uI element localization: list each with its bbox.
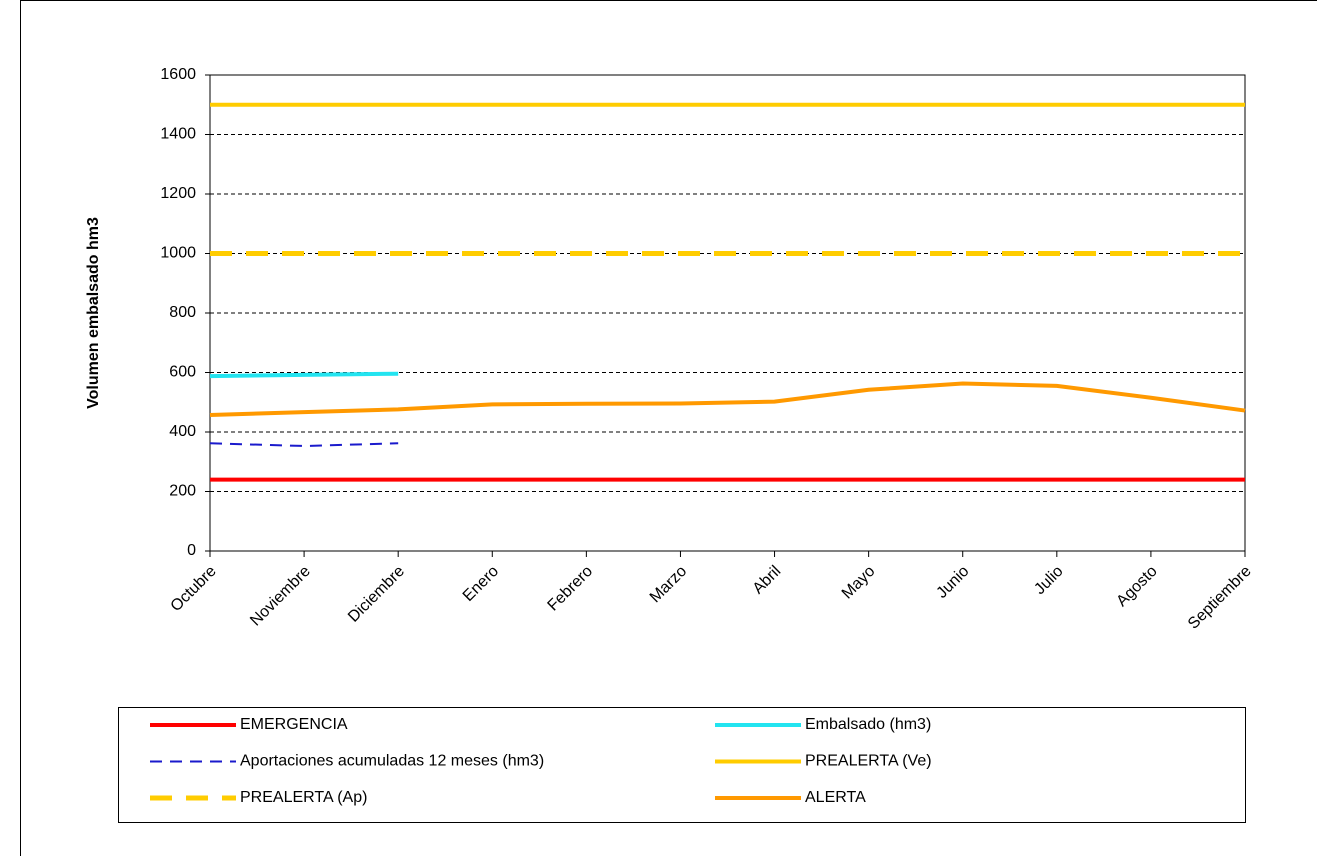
y-tick-label: 1200 xyxy=(160,185,196,202)
x-tick-label: Octubre xyxy=(168,563,220,615)
y-tick-label: 400 xyxy=(169,423,196,440)
x-tick-label: Noviembre xyxy=(247,563,314,630)
legend-label: PREALERTA (Ap) xyxy=(240,789,367,806)
x-tick-label: Marzo xyxy=(647,563,691,607)
x-tick-label: Agosto xyxy=(1113,563,1160,610)
series-line xyxy=(209,442,399,447)
legend-label: Embalsado (hm3) xyxy=(805,716,931,733)
legend-box xyxy=(118,707,1246,823)
series-line xyxy=(209,371,399,379)
x-tick-label: Febrero xyxy=(545,563,597,615)
y-tick-label: 200 xyxy=(169,483,196,500)
x-tick-label: Septiembre xyxy=(1185,563,1255,633)
y-tick-label: 600 xyxy=(169,364,196,381)
x-tick-label: Julio xyxy=(1031,563,1066,598)
x-tick-label: Enero xyxy=(460,563,502,605)
legend-label: Aportaciones acumuladas 12 meses (hm3) xyxy=(240,753,544,770)
y-tick-label: 1400 xyxy=(160,126,196,143)
legend-label: EMERGENCIA xyxy=(240,716,348,733)
legend-label: PREALERTA (Ve) xyxy=(805,753,932,770)
series-line xyxy=(209,381,1246,418)
y-tick-label: 800 xyxy=(169,304,196,321)
y-tick-label: 0 xyxy=(187,542,196,559)
x-tick-label: Diciembre xyxy=(345,563,408,626)
plot-border xyxy=(209,74,1246,552)
x-tick-label: Mayo xyxy=(839,563,879,603)
y-tick-label: 1000 xyxy=(160,245,196,262)
x-tick-label: Junio xyxy=(933,563,972,602)
y-tick-label: 1600 xyxy=(160,66,196,83)
x-tick-label: Abril xyxy=(750,563,785,598)
y-axis-title: Volumen embalsado hm3 xyxy=(85,217,102,409)
legend-label: ALERTA xyxy=(805,789,866,806)
